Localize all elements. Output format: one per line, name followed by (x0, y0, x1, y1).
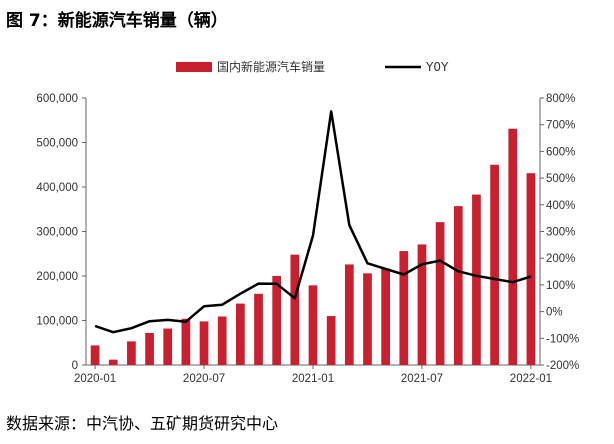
x-tick-label: 2020-07 (183, 373, 225, 385)
y-right-tick-label: -100% (546, 333, 579, 345)
y-right-tick-label: 0% (546, 307, 563, 319)
y-left-tick-label: 100,000 (36, 316, 78, 328)
bar (163, 328, 173, 365)
bar (127, 341, 136, 365)
bar (199, 321, 209, 365)
y-right-tick-label: 300% (546, 227, 575, 239)
bar (435, 222, 445, 365)
bar (326, 316, 336, 365)
x-tick-label: 2022-01 (510, 373, 552, 385)
y-right-tick-label: 700% (546, 120, 575, 132)
legend-swatch-bar (176, 62, 212, 72)
legend: 国内新能源汽车销量 Y0Y (176, 59, 449, 74)
bar (344, 264, 354, 365)
bar (453, 206, 463, 365)
bars (90, 128, 536, 365)
y-left-tick-label: 600,000 (36, 93, 78, 105)
bar (90, 345, 100, 365)
y-right-tick-label: -200% (546, 360, 579, 372)
bar (181, 318, 191, 365)
legend-label-line: Y0Y (425, 60, 449, 74)
bar (490, 164, 499, 365)
y-right-tick-label: 600% (546, 146, 575, 158)
bar (290, 254, 300, 365)
bar (399, 251, 409, 365)
bar (381, 268, 390, 365)
x-tick-label: 2020-01 (74, 373, 116, 385)
y-left-tick-label: 500,000 (36, 138, 78, 150)
x-tick-label: 2021-01 (292, 373, 334, 385)
yoy-line-path (94, 110, 532, 334)
bar (145, 332, 154, 365)
bar (254, 293, 263, 365)
data-source: 数据来源：中汽协、五矿期货研究中心 (6, 414, 279, 433)
y-right-tick-label: 400% (546, 200, 575, 212)
y-left-tick-label: 200,000 (36, 271, 78, 283)
bar (417, 244, 427, 365)
y-left-tick-label: 400,000 (36, 182, 78, 194)
bar (363, 273, 372, 365)
bar (508, 128, 518, 365)
yoy-line (94, 110, 532, 334)
legend-label-bar: 国内新能源汽车销量 (217, 59, 325, 74)
x-tick-label: 2021-07 (401, 373, 443, 385)
bar (272, 276, 282, 365)
bar (308, 285, 318, 365)
y-right-tick-label: 200% (546, 253, 575, 265)
y-right-tick-label: 800% (546, 93, 575, 105)
y-left-tick-label: 300,000 (36, 227, 78, 239)
bar (217, 316, 227, 365)
bar (472, 194, 481, 365)
bar (108, 359, 118, 365)
y-right-tick-label: 500% (546, 173, 575, 185)
bar (236, 303, 245, 365)
y-right-tick-label: 100% (546, 280, 575, 292)
chart-title: 图 7：新能源汽车销量（辆） (6, 11, 228, 31)
bar (526, 173, 536, 365)
y-left-tick-label: 0 (72, 360, 78, 372)
